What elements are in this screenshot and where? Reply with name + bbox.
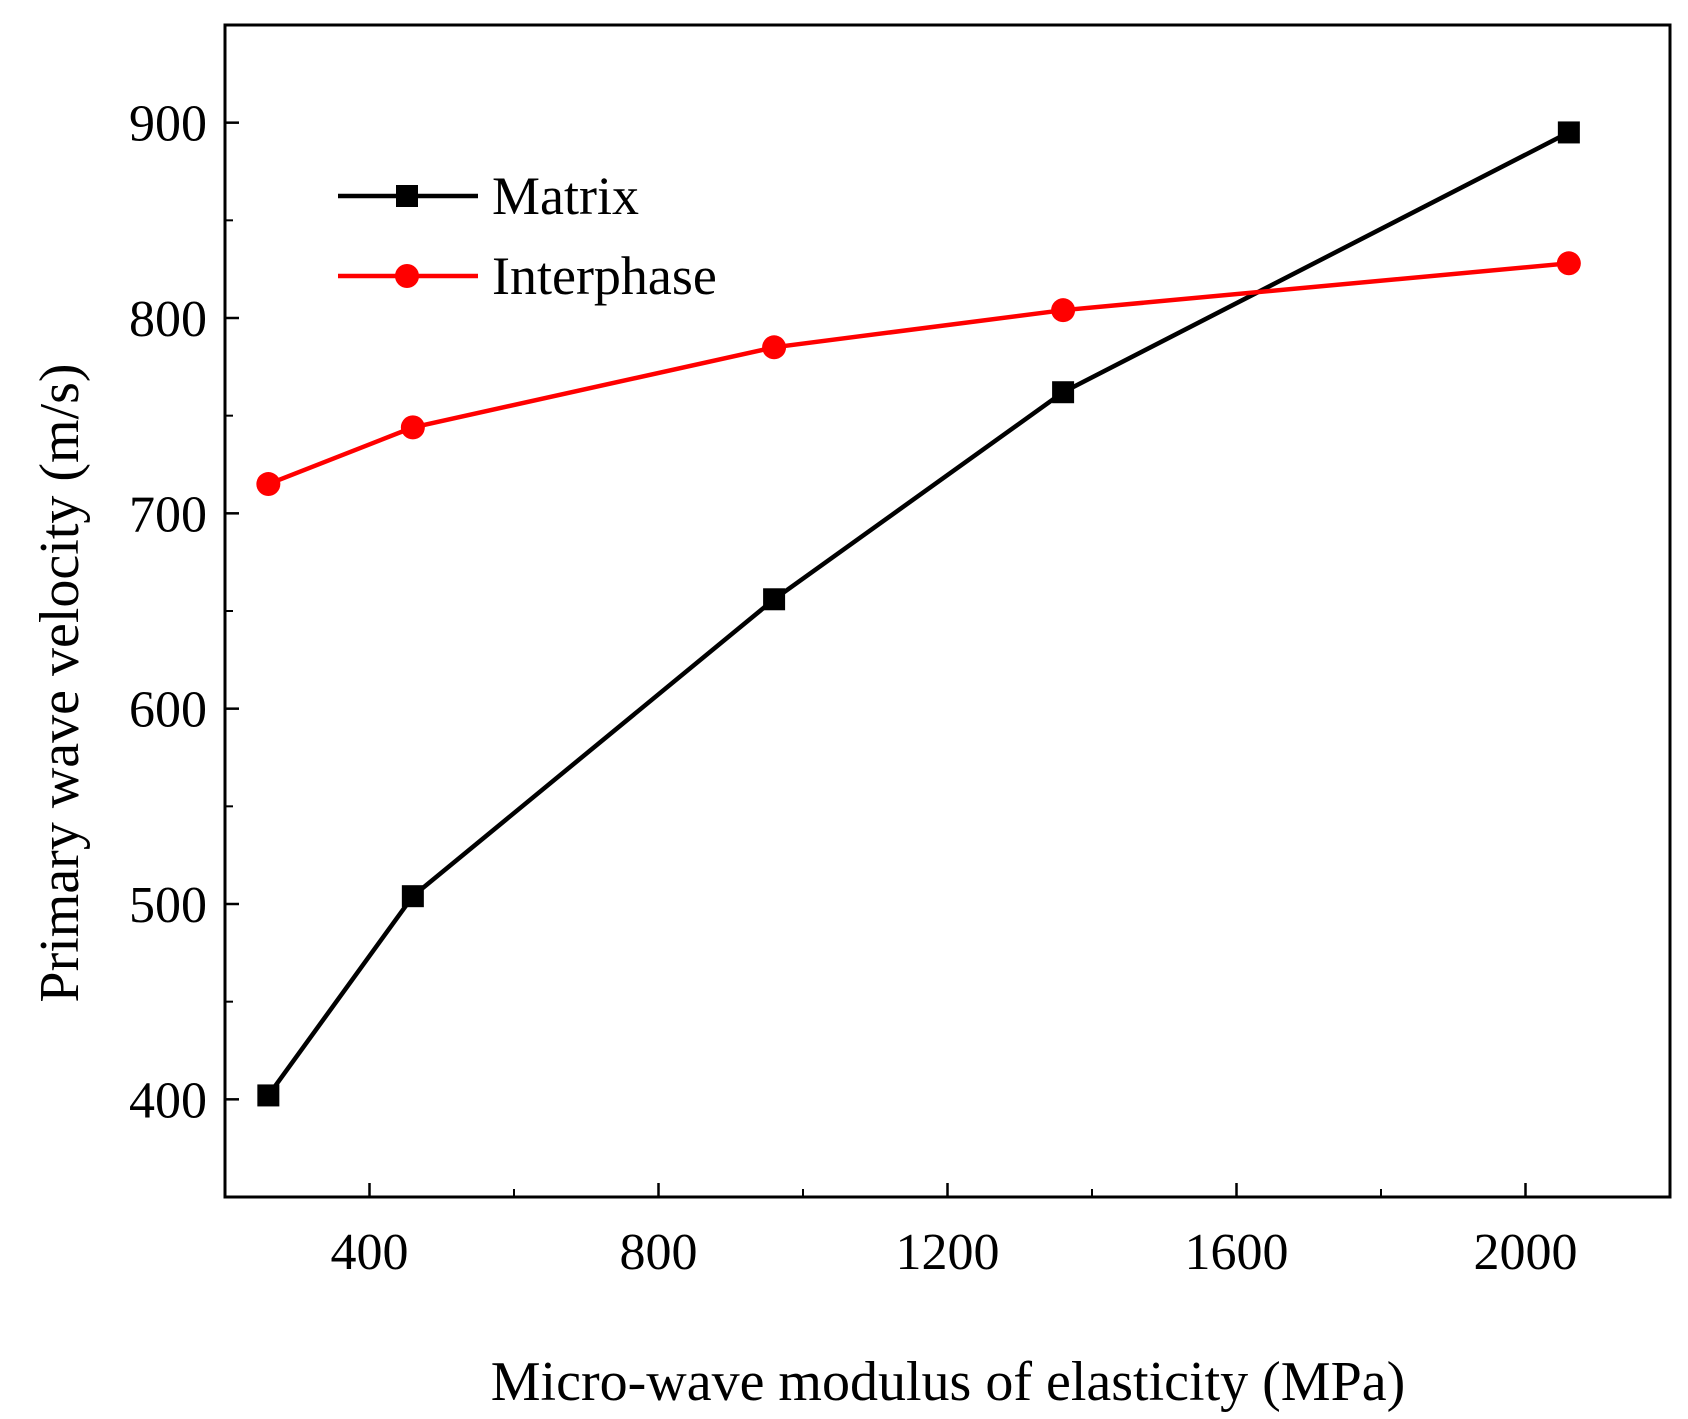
- data-point-matrix: [257, 1084, 280, 1107]
- data-point-matrix: [763, 588, 786, 611]
- data-point-matrix: [1557, 121, 1580, 144]
- x-tick-label: 400: [331, 1224, 409, 1281]
- legend-marker-interphase: [395, 264, 419, 288]
- data-point-matrix: [1052, 381, 1075, 404]
- legend-label-interphase: Interphase: [492, 246, 717, 306]
- x-axis-label: Micro-wave modulus of elasticity (MPa): [491, 1351, 1405, 1413]
- y-tick-label: 400: [129, 1072, 207, 1129]
- x-tick-label: 1600: [1185, 1224, 1289, 1281]
- y-tick-label: 900: [129, 96, 207, 153]
- y-axis-label: Primary wave velocity (m/s): [29, 363, 91, 1002]
- legend-label-matrix: Matrix: [492, 166, 639, 226]
- plot-frame-group: [223, 23, 1672, 1199]
- legend: Matrix Interphase: [338, 166, 717, 306]
- y-tick-label: 600: [129, 682, 207, 739]
- data-point-interphase: [400, 415, 425, 440]
- y-tick-label: 700: [129, 486, 207, 543]
- x-tick-label: 1200: [896, 1224, 1000, 1281]
- data-point-interphase: [1051, 298, 1076, 323]
- y-tick-label: 800: [129, 291, 207, 348]
- data-point-interphase: [1556, 251, 1581, 276]
- legend-marker-matrix: [396, 185, 418, 207]
- y-tick-label: 500: [129, 877, 207, 934]
- x-tick-label: 800: [620, 1224, 698, 1281]
- plot-frame: [223, 23, 1672, 1199]
- x-tick-label: 2000: [1474, 1224, 1578, 1281]
- data-point-interphase: [762, 335, 787, 360]
- data-point-matrix: [401, 885, 424, 908]
- series-group: [256, 121, 1581, 1107]
- series-line-interphase: [267, 261, 1570, 487]
- data-point-interphase: [256, 472, 281, 497]
- axis-ticks-group: 400 800 1200 1600 2000 400 500 600 700 800 900: [129, 96, 1578, 1281]
